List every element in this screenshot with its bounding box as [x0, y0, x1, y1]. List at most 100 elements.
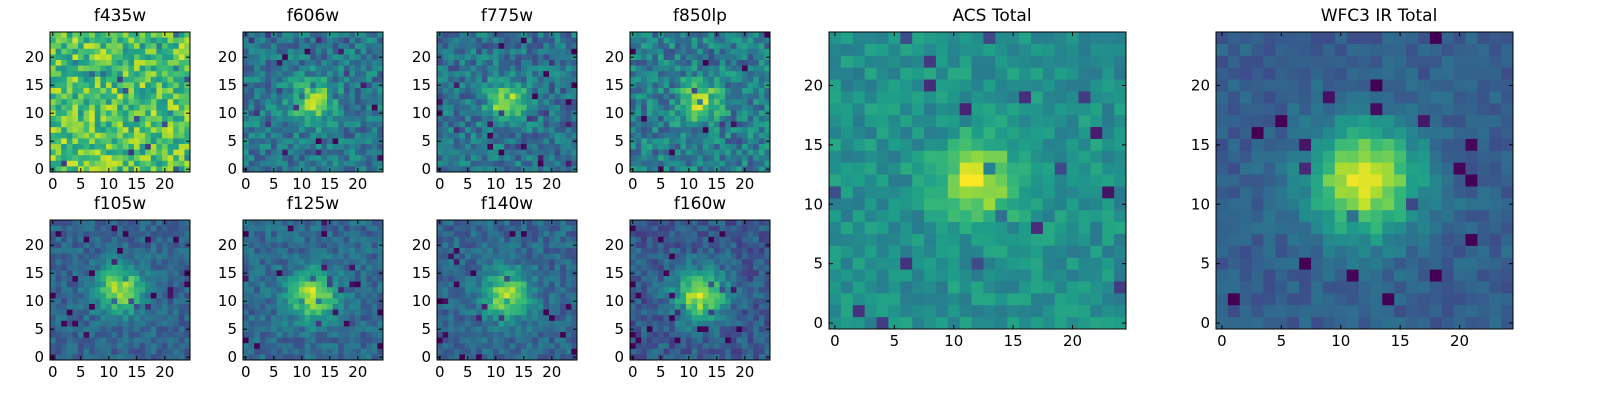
heatmap-cell: [173, 236, 180, 243]
heatmap-cell: [476, 76, 483, 83]
heatmap-cell: [61, 127, 68, 134]
heatmap-cell: [758, 138, 765, 145]
heatmap-cell: [747, 270, 754, 277]
heatmap-cell: [327, 160, 333, 167]
heatmap-cell: [465, 276, 471, 282]
heatmap-cell: [293, 231, 300, 238]
heatmap-cell: [276, 71, 283, 78]
heatmap-cell: [72, 236, 79, 243]
heatmap-cell: [349, 225, 356, 232]
heatmap-cell: [321, 144, 328, 150]
heatmap-cell: [635, 37, 642, 44]
heatmap-cell: [167, 253, 174, 260]
heatmap-cell: [184, 276, 191, 282]
heatmap-cell: [448, 82, 455, 89]
heatmap-cell: [349, 116, 356, 122]
heatmap-cell: [448, 43, 455, 50]
heatmap-cell: [691, 144, 698, 150]
heatmap-cell: [697, 287, 704, 294]
heatmap-cell: [310, 298, 317, 305]
heatmap-cell: [173, 60, 180, 66]
heatmap-cell: [504, 248, 511, 254]
heatmap-cell: [532, 155, 539, 162]
heatmap-cell: [61, 37, 68, 44]
heatmap-cell: [702, 292, 709, 299]
heatmap-cell: [691, 48, 698, 55]
heatmap-cell: [167, 138, 174, 145]
heatmap-cell: [150, 32, 157, 38]
heatmap-cell: [259, 236, 266, 243]
heatmap-cell: [674, 160, 681, 167]
heatmap-cell: [184, 231, 191, 238]
heatmap-cell: [437, 225, 443, 232]
heatmap-cell: [669, 144, 676, 150]
heatmap-cell: [663, 132, 670, 139]
heatmap-cell: [94, 332, 101, 338]
heatmap-cell: [641, 93, 648, 100]
heatmap-cell: [714, 242, 720, 249]
heatmap-cell: [697, 220, 704, 226]
heatmap-cell: [571, 225, 578, 232]
heatmap-cell: [526, 220, 533, 226]
heatmap-cell: [549, 155, 555, 162]
heatmap-cell: [453, 48, 460, 55]
heatmap-cell: [304, 315, 311, 322]
heatmap-cell: [343, 71, 350, 78]
heatmap-cell: [139, 348, 146, 355]
heatmap-cell: [646, 48, 653, 55]
heatmap-cell: [641, 138, 648, 145]
heatmap-cell: [134, 132, 140, 139]
heatmap-cell: [145, 32, 152, 38]
heatmap-cell: [304, 32, 311, 38]
heatmap-cell: [371, 292, 378, 299]
heatmap-cell: [338, 287, 345, 294]
heatmap-cell: [349, 155, 356, 162]
heatmap-cell: [442, 149, 449, 156]
heatmap-cell: [554, 326, 561, 333]
heatmap-cell: [355, 337, 361, 344]
heatmap-cell: [554, 88, 561, 94]
heatmap-cell: [83, 60, 90, 66]
heatmap-cell: [265, 160, 272, 167]
heatmap-cell: [630, 65, 636, 72]
heatmap-cell: [321, 166, 328, 173]
heatmap-cell: [173, 276, 180, 282]
heatmap-cell: [50, 37, 56, 44]
heatmap-cell: [128, 116, 135, 122]
heatmap-cell: [725, 298, 732, 305]
heatmap-cell: [509, 348, 516, 355]
heatmap-cell: [243, 121, 249, 128]
heatmap-cell: [669, 253, 676, 260]
heatmap-cell: [554, 348, 561, 355]
heatmap-cell: [117, 231, 124, 238]
heatmap-cell: [145, 149, 152, 156]
heatmap-cell: [276, 82, 283, 89]
heatmap-cell: [493, 259, 499, 266]
heatmap-cell: [83, 149, 90, 156]
heatmap-cell: [128, 155, 135, 162]
heatmap-cell: [537, 320, 544, 327]
heatmap-cell: [173, 220, 180, 226]
heatmap-cell: [282, 309, 289, 316]
heatmap-cell: [646, 236, 653, 243]
heatmap-cell: [271, 88, 277, 94]
heatmap-cell: [94, 155, 101, 162]
heatmap-cell: [537, 60, 544, 66]
heatmap-cell: [282, 48, 289, 55]
heatmap-cell: [128, 343, 135, 350]
heatmap-cell: [349, 48, 356, 55]
heatmap-cell: [504, 270, 511, 277]
heatmap-cell: [465, 253, 471, 260]
heatmap-cell: [521, 48, 527, 55]
heatmap-cell: [509, 65, 516, 72]
heatmap-cell: [465, 248, 471, 254]
heatmap-cell: [652, 37, 659, 44]
heatmap-cell: [719, 88, 726, 94]
heatmap-cell: [635, 76, 642, 83]
heatmap-cell: [184, 332, 191, 338]
heatmap-cell: [66, 264, 73, 271]
heatmap-cell: [459, 104, 466, 111]
heatmap-cell: [641, 160, 648, 167]
heatmap-cell: [355, 348, 361, 355]
